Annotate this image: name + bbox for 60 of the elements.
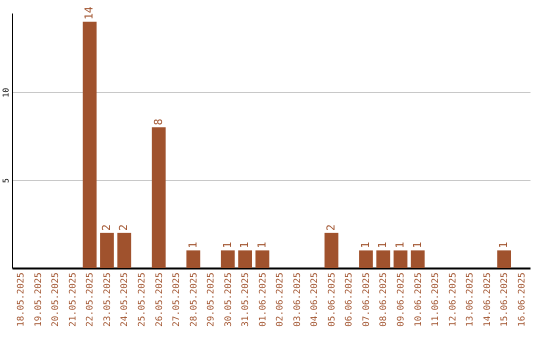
- bar: [117, 232, 132, 268]
- bar: [100, 232, 114, 268]
- x-tick-label: 23.05.2025: [102, 272, 113, 327]
- x-tick-label: 26.05.2025: [154, 272, 165, 327]
- x-tick-label: 18.05.2025: [16, 272, 27, 327]
- data-label: 2: [324, 224, 338, 231]
- x-tick-label: 09.06.2025: [396, 272, 406, 327]
- x-tick-label: 02.06.2025: [276, 272, 286, 327]
- x-tick-label: 10.06.2025: [414, 272, 424, 327]
- x-tick-label: 11.06.2025: [431, 272, 442, 327]
- data-label: 1: [410, 242, 424, 248]
- x-tick-label: 12.06.2025: [448, 272, 458, 327]
- bar: [82, 22, 97, 268]
- bar: [220, 250, 235, 268]
- bar: [359, 250, 373, 268]
- data-label: 1: [186, 242, 200, 248]
- x-tick-label: 31.05.2025: [241, 272, 252, 327]
- x-tick-label: 07.06.2025: [362, 272, 372, 327]
- x-tick-label: 21.05.2025: [68, 272, 78, 327]
- bar: [497, 250, 512, 268]
- x-tick-label: 16.06.2025: [517, 272, 528, 327]
- x-tick-label: 05.06.2025: [327, 272, 338, 327]
- x-tick-label: 15.06.2025: [500, 272, 510, 327]
- x-tick-label: 27.05.2025: [172, 272, 182, 327]
- bar: [376, 250, 390, 268]
- bar: [186, 250, 200, 268]
- y-tick-label: 5: [2, 178, 10, 183]
- bar: [324, 232, 338, 268]
- x-tick-label: 30.05.2025: [224, 272, 234, 327]
- x-tick-label: 01.06.2025: [258, 272, 268, 327]
- data-label: 1: [497, 242, 510, 248]
- data-label: 8: [152, 118, 165, 126]
- data-label: 1: [220, 242, 234, 248]
- x-tick-label: 25.05.2025: [138, 272, 148, 327]
- data-label: 1: [394, 242, 406, 248]
- data-label: 1: [238, 242, 252, 248]
- data-label: 2: [117, 224, 130, 231]
- data-label: 2: [100, 224, 113, 231]
- x-tick-label: 29.05.2025: [206, 272, 217, 327]
- data-label: 1: [358, 242, 372, 248]
- x-tick-label: 28.05.2025: [189, 272, 200, 327]
- data-label: 14: [82, 6, 96, 20]
- bar: [238, 250, 252, 268]
- x-tick-label: 22.05.2025: [86, 272, 96, 327]
- x-tick-label: 03.06.2025: [292, 272, 303, 327]
- bar: [394, 250, 408, 268]
- x-tick-label: 06.06.2025: [344, 272, 355, 327]
- data-label: 1: [376, 242, 390, 248]
- x-tick-label: 08.06.2025: [379, 272, 390, 327]
- data-label: 1: [255, 242, 268, 248]
- x-tick-label: 14.06.2025: [482, 272, 493, 327]
- bar: [410, 250, 425, 268]
- x-tick-label: 13.06.2025: [466, 272, 476, 327]
- bar: [152, 127, 166, 268]
- x-tick-label: 19.05.2025: [34, 272, 44, 327]
- x-tick-label: 24.05.2025: [120, 272, 130, 327]
- y-tick-label: 10: [2, 88, 10, 98]
- bar: [255, 250, 270, 268]
- x-tick-label: 04.06.2025: [310, 272, 320, 327]
- x-tick-label: 20.05.2025: [51, 272, 62, 327]
